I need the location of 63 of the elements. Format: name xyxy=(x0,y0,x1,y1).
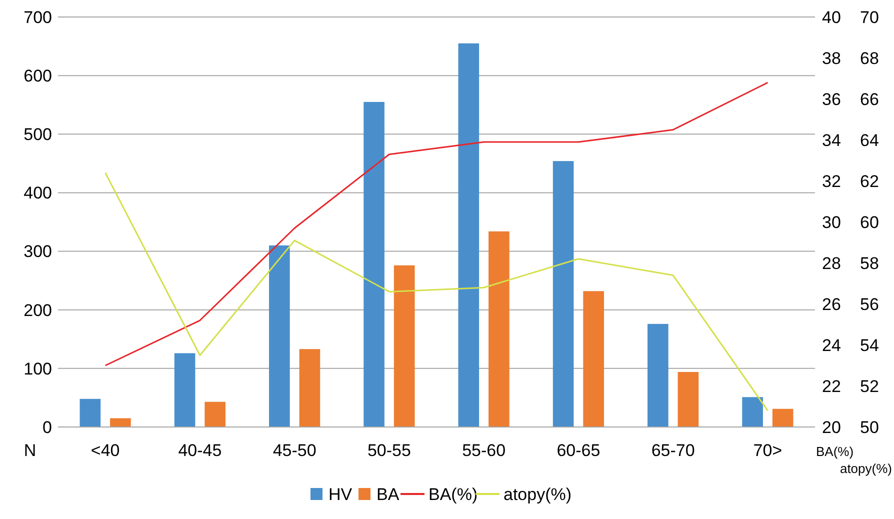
bar xyxy=(742,397,763,427)
y-tick-label: 600 xyxy=(24,66,52,86)
bar xyxy=(552,161,574,427)
y3-tick-label: 54 xyxy=(860,336,879,355)
line-series xyxy=(104,172,768,412)
x-tick-label: 45-50 xyxy=(272,441,316,460)
y3-tick-label: 68 xyxy=(860,48,879,68)
y-tick-label: 0 xyxy=(42,418,52,437)
y3-axis-title: atopy(%) xyxy=(840,461,892,476)
y3-tick-label: 66 xyxy=(860,90,879,109)
y3-tick-label: 60 xyxy=(860,212,879,232)
y2-tick-label: 28 xyxy=(822,254,841,273)
bar xyxy=(110,418,131,427)
y3-tick-label: 70 xyxy=(860,8,879,27)
y-tick-label: 400 xyxy=(24,184,52,203)
y-tick-label: 200 xyxy=(24,300,52,320)
bar xyxy=(394,265,415,427)
x-tick-label: 70> xyxy=(753,441,782,460)
y2-tick-label: 40 xyxy=(822,8,841,27)
bar xyxy=(583,291,604,427)
x-tick-label: <40 xyxy=(90,441,120,460)
line-series xyxy=(104,82,768,366)
y3-tick-label: 56 xyxy=(860,294,879,314)
x-tick-label: 65-70 xyxy=(651,441,695,460)
bar xyxy=(458,43,480,427)
y-axis-title: N xyxy=(24,441,36,460)
bar xyxy=(269,245,290,427)
bar xyxy=(488,231,510,427)
y2-tick-label: 36 xyxy=(822,90,841,109)
x-tick-label: 50-55 xyxy=(367,441,411,460)
x-tick-label: 55-60 xyxy=(462,441,506,460)
y-tick-label: 700 xyxy=(24,8,52,27)
bar xyxy=(364,102,384,427)
legend-label: HV xyxy=(328,485,353,504)
bar xyxy=(678,372,699,427)
y3-tick-label: 50 xyxy=(860,418,879,437)
x-tick-label: 60-65 xyxy=(556,441,600,460)
y3-tick-label: 52 xyxy=(860,376,879,396)
y-tick-label: 300 xyxy=(24,242,52,262)
bar xyxy=(174,353,196,427)
x-tick-label: 40-45 xyxy=(178,441,222,460)
y3-tick-label: 62 xyxy=(860,172,879,191)
bar xyxy=(204,402,226,427)
bar xyxy=(80,398,101,427)
legend-label: BA(%) xyxy=(428,485,478,504)
y2-tick-label: 32 xyxy=(822,172,841,191)
y2-tick-label: 24 xyxy=(822,336,841,355)
legend-label: atopy(%) xyxy=(504,485,572,504)
y2-tick-label: 30 xyxy=(822,212,841,232)
y3-tick-label: 64 xyxy=(860,130,879,150)
y-tick-label: 500 xyxy=(24,125,52,144)
y2-tick-label: 34 xyxy=(822,130,841,150)
y2-tick-label: 38 xyxy=(822,48,841,68)
y3-tick-label: 58 xyxy=(860,254,879,273)
y2-axis-title: BA(%) xyxy=(816,444,854,459)
legend-label: BA xyxy=(376,485,400,504)
y-tick-label: 100 xyxy=(24,359,52,378)
bar xyxy=(648,324,668,427)
bar xyxy=(772,408,794,427)
y2-tick-label: 26 xyxy=(822,294,841,314)
y2-tick-label: 22 xyxy=(822,376,841,396)
bar xyxy=(299,349,320,427)
y2-tick-label: 20 xyxy=(822,418,841,437)
